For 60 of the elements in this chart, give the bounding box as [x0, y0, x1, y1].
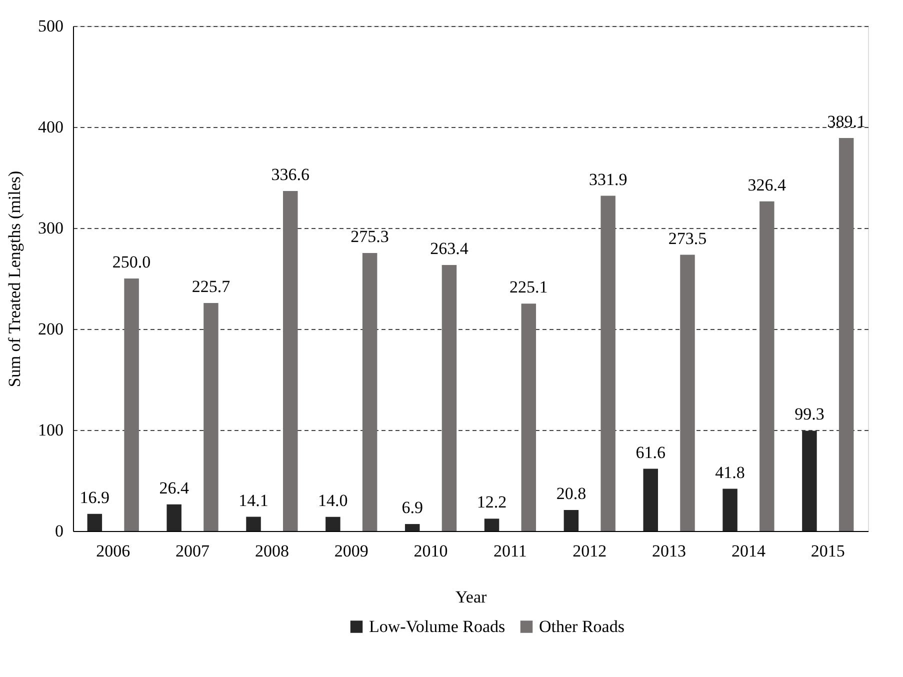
data-label: 263.4	[430, 238, 469, 258]
bar	[760, 201, 774, 531]
data-label: 61.6	[636, 442, 666, 462]
y-tick-label: 400	[38, 118, 64, 136]
y-tick-label: 300	[38, 218, 64, 238]
bar	[680, 254, 695, 531]
y-tick-label: 500	[38, 16, 64, 36]
legend-label: Other Roads	[539, 616, 624, 636]
x-tick-label: 2006	[96, 542, 130, 560]
bar	[283, 191, 298, 531]
bar	[802, 430, 817, 531]
x-tick-label: 2013	[652, 542, 686, 560]
bar	[246, 516, 261, 531]
x-axis-title: Year	[455, 588, 487, 606]
y-tick-label: 100	[38, 420, 64, 440]
data-label: 275.3	[350, 226, 389, 246]
x-tick-label: 2007	[176, 542, 210, 560]
x-tick-label: 2011	[494, 542, 527, 560]
bar	[326, 516, 340, 531]
legend-label: Low-Volume Roads	[369, 616, 506, 636]
x-tick-label: 2015	[810, 542, 845, 560]
data-label: 273.5	[668, 228, 707, 248]
bar	[484, 518, 500, 531]
x-tick-label: 2008	[254, 542, 289, 560]
bar	[521, 304, 536, 531]
data-label: 331.9	[588, 170, 628, 189]
data-label: 26.4	[159, 478, 190, 498]
y-tick-label: 200	[38, 320, 64, 338]
y-tick-label: 0	[55, 522, 64, 540]
data-label: 12.2	[476, 492, 507, 512]
bar	[87, 514, 102, 531]
bar	[722, 488, 738, 531]
x-tick-label: 2009	[334, 542, 368, 560]
bar	[204, 303, 218, 531]
data-label: 41.8	[715, 462, 745, 482]
bar	[600, 196, 616, 531]
y-axis-title: Sum of Treated Lengths (miles)	[5, 170, 24, 388]
data-label: 20.8	[556, 484, 586, 503]
data-label: 99.3	[794, 404, 824, 424]
bar	[404, 524, 420, 531]
bar	[362, 252, 378, 531]
data-label: 14.1	[238, 490, 268, 510]
data-label: 225.7	[192, 277, 231, 296]
bar	[442, 264, 457, 531]
data-label: 14.0	[318, 490, 348, 510]
bar	[643, 468, 658, 531]
x-tick-label: 2010	[414, 542, 448, 560]
data-label: 336.6	[271, 165, 310, 184]
data-label: 326.4	[748, 175, 787, 194]
bar	[166, 504, 182, 531]
x-tick-label: 2012	[572, 542, 607, 560]
data-label: 389.1	[827, 112, 866, 132]
data-label: 16.9	[80, 488, 110, 507]
bar	[124, 278, 139, 531]
bar	[564, 510, 579, 531]
data-label: 250.0	[112, 252, 151, 272]
bar	[838, 138, 854, 531]
data-label: 225.1	[510, 278, 548, 297]
x-tick-label: 2014	[731, 542, 766, 560]
data-label: 6.9	[402, 498, 423, 518]
